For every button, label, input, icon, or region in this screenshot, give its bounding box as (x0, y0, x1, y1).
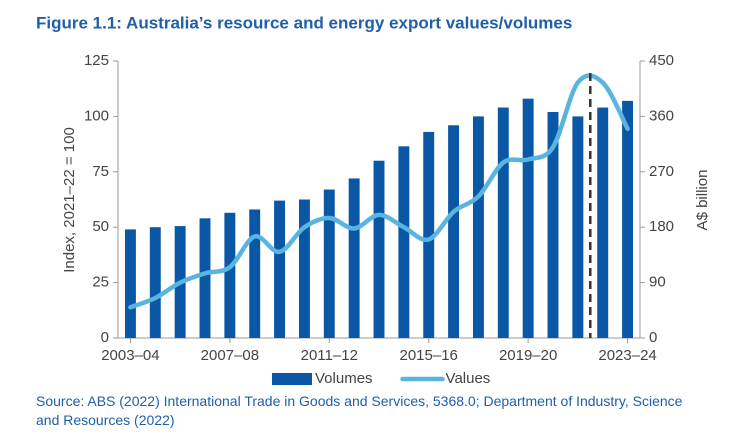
line (128, 73, 630, 310)
x-tick-label: 2003–04 (101, 347, 159, 364)
chart-title: Figure 1.1: Australia’s resource and ene… (36, 13, 572, 32)
bar (497, 107, 509, 338)
y-tick-label: 25 (92, 274, 109, 291)
y2-tick-label: 450 (649, 52, 674, 69)
bar (448, 125, 460, 338)
bar (274, 200, 286, 338)
bar (398, 146, 410, 338)
bar (199, 218, 211, 338)
y-tick-label: 0 (101, 329, 109, 346)
bar (249, 209, 261, 338)
x-tick-label: 2019–20 (499, 347, 557, 364)
y2-tick-label: 180 (649, 218, 674, 235)
y-tick-label: 100 (84, 107, 109, 124)
bar (547, 111, 559, 338)
y-tick-label: 50 (92, 218, 109, 235)
bar (522, 98, 534, 338)
x-tick-label: 2015–16 (400, 347, 458, 364)
bar (597, 107, 609, 338)
bar (124, 229, 136, 338)
legend-label: Volumes (315, 370, 373, 387)
bar (348, 178, 360, 338)
bar (423, 131, 435, 338)
bar (572, 116, 584, 339)
x-tick-label: 2011–12 (301, 347, 358, 364)
legend-swatch (272, 373, 312, 385)
y-tick-label: 125 (84, 52, 109, 69)
y2-tick-label: 270 (649, 163, 674, 180)
y2-axis-label: A$ billion (694, 170, 711, 231)
source-note: Source: ABS (2022) International Trade i… (36, 393, 683, 428)
bar (224, 212, 236, 338)
y2-tick-label: 90 (649, 274, 666, 291)
y-tick-label: 75 (92, 163, 109, 180)
y2-tick-label: 360 (649, 107, 674, 124)
y2-tick-label: 0 (649, 329, 657, 346)
bar (622, 100, 634, 338)
bar (298, 199, 310, 338)
bar (149, 227, 161, 338)
chart: Figure 1.1: Australia’s resource and ene… (36, 13, 711, 387)
bar (373, 160, 385, 338)
x-tick-label: 2023–24 (598, 347, 656, 364)
bar (472, 116, 484, 339)
legend-label: Values (446, 370, 491, 387)
bar (323, 189, 335, 338)
y-axis-label: Index, 2021–22 = 100 (61, 127, 78, 273)
x-tick-label: 2007–08 (201, 347, 259, 364)
